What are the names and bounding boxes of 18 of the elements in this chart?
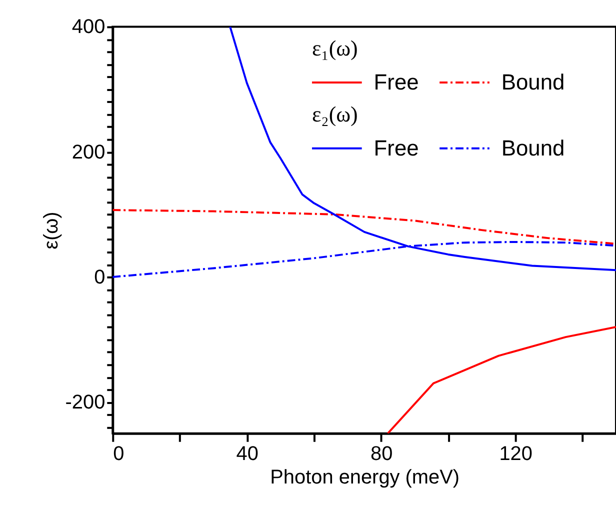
x-tick-label: 40 [236, 442, 258, 465]
y-tick-label: 400 [72, 16, 106, 38]
legend-label: Bound [501, 70, 565, 95]
annotation: ε₁(ω) [312, 36, 358, 61]
x-tick-label: 120 [499, 442, 532, 465]
x-tick-label: 0 [113, 442, 124, 465]
legend-label: Free [374, 70, 419, 95]
line-series [386, 326, 616, 434]
y-tick-label: 0 [94, 266, 106, 288]
x-tick-label: 80 [370, 442, 393, 465]
y-tick-label: 200 [72, 141, 106, 164]
legend-label: Bound [501, 135, 565, 160]
x-axis-title: Photon energy (meV) [270, 466, 460, 489]
y-tick-label: -200 [65, 392, 106, 414]
legend-label: Free [374, 135, 419, 160]
line-series [112, 209, 616, 245]
y-axis-title: ε(ω) [40, 212, 62, 250]
annotation: ε₂(ω) [312, 101, 358, 126]
